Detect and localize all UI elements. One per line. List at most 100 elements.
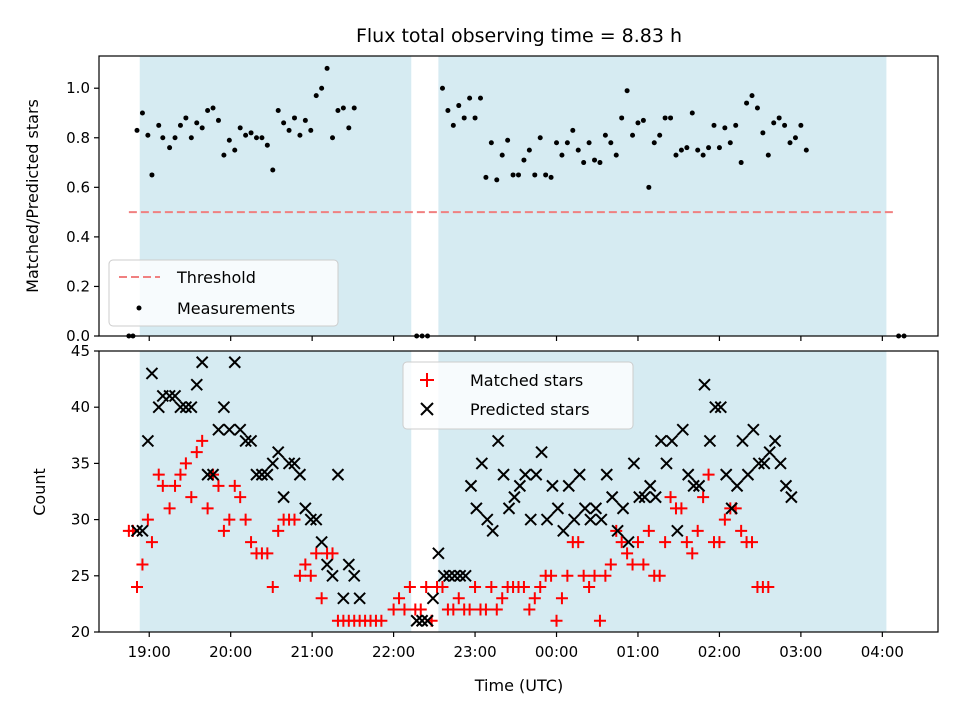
predicted-star-point xyxy=(255,468,269,481)
legend-threshold-label: Threshold xyxy=(176,268,256,287)
measurement-point xyxy=(253,135,259,141)
matched-star-point xyxy=(534,581,547,594)
measurement-point xyxy=(613,152,619,158)
measurement-point xyxy=(351,105,357,111)
measurement-point xyxy=(346,125,352,131)
matched-star-point xyxy=(746,536,759,549)
predicted-star-point xyxy=(464,479,478,493)
measurement-point xyxy=(483,174,489,180)
predicted-star-point xyxy=(551,502,565,515)
measurement-point xyxy=(678,147,684,153)
measurement-point xyxy=(319,85,325,91)
matched-star-point xyxy=(762,581,775,594)
legend-matched-label: Matched stars xyxy=(470,371,583,390)
matched-star-point xyxy=(599,569,612,582)
measurement-point xyxy=(488,140,494,146)
measurement-point xyxy=(602,132,608,138)
predicted-star-point xyxy=(223,423,236,436)
predicted-star-point xyxy=(681,468,695,481)
measurement-point xyxy=(673,152,679,158)
measurement-point xyxy=(771,120,777,126)
measurement-point xyxy=(145,132,151,138)
measurement-point xyxy=(494,177,500,183)
measurement-point xyxy=(635,120,641,126)
matched-star-point xyxy=(550,614,563,627)
predicted-star-point xyxy=(320,558,334,571)
predicted-star-point xyxy=(315,535,328,549)
y-tick-label: 30 xyxy=(71,511,90,529)
matched-star-point xyxy=(631,536,644,549)
matched-star-point xyxy=(393,592,406,605)
predicted-star-point xyxy=(331,468,345,481)
predicted-star-point xyxy=(730,479,744,493)
predicted-star-point xyxy=(774,457,787,470)
measurement-point xyxy=(754,105,760,111)
legend-measurements-swatch xyxy=(136,305,142,311)
matched-star-point xyxy=(201,502,214,515)
x-tick-label: 02:00 xyxy=(698,643,741,661)
predicted-star-point xyxy=(288,457,301,470)
measurement-point xyxy=(521,157,527,163)
predicted-star-point xyxy=(130,524,144,538)
matched-star-point xyxy=(141,513,154,526)
predicted-star-point xyxy=(448,569,461,583)
matched-star-point xyxy=(490,603,503,616)
y-tick-label: 20 xyxy=(71,623,90,641)
predicted-star-point xyxy=(535,445,548,459)
matched-star-point xyxy=(664,491,677,504)
measurement-point xyxy=(640,117,646,123)
measurement-point xyxy=(711,122,717,128)
predicted-star-point xyxy=(529,468,543,481)
predicted-star-point xyxy=(622,535,635,549)
x-tick-label: 04:00 xyxy=(861,643,904,661)
predicted-star-point xyxy=(459,569,472,583)
measurement-point xyxy=(765,152,771,158)
measurement-point xyxy=(259,135,265,141)
measurement-point xyxy=(526,147,532,153)
measurement-point xyxy=(149,172,155,178)
predicted-star-point xyxy=(589,502,603,515)
matched-star-point xyxy=(310,547,323,560)
top-panel: Flux total observing time = 8.83 h 0.00.… xyxy=(23,25,939,345)
matched-star-point xyxy=(686,547,699,560)
predicted-star-point xyxy=(752,457,766,470)
matched-star-point xyxy=(577,569,590,582)
predicted-star-point xyxy=(502,502,516,515)
matched-star-point xyxy=(272,524,285,537)
matched-star-point xyxy=(452,592,465,605)
predicted-star-point xyxy=(481,513,494,526)
matched-star-point xyxy=(420,581,433,594)
matched-star-point xyxy=(288,513,301,526)
matched-star-point xyxy=(545,569,558,582)
measurement-point xyxy=(749,93,755,99)
predicted-star-point xyxy=(342,558,356,571)
measurement-point xyxy=(510,172,516,178)
y-tick-label: 1.0 xyxy=(66,79,90,97)
predicted-star-point xyxy=(779,479,793,493)
predicted-star-point xyxy=(546,479,559,493)
matched-star-point xyxy=(615,536,628,549)
predicted-star-point xyxy=(185,400,198,414)
measurement-point xyxy=(167,145,173,151)
predicted-star-point xyxy=(136,524,149,538)
measurement-point xyxy=(286,127,292,133)
predicted-star-point xyxy=(497,468,510,481)
matched-star-point xyxy=(217,524,230,537)
predicted-star-point xyxy=(508,490,521,504)
predicted-star-point xyxy=(299,502,312,515)
matched-star-point xyxy=(131,581,144,594)
measurement-point xyxy=(445,108,451,114)
x-tick-label: 03:00 xyxy=(779,643,822,661)
predicted-star-point xyxy=(217,400,231,414)
matched-star-point xyxy=(403,581,416,594)
predicted-star-point xyxy=(168,389,182,403)
measurement-point xyxy=(646,184,652,190)
predicted-star-point xyxy=(353,592,366,605)
measurement-point xyxy=(232,147,238,153)
matched-star-point xyxy=(447,603,460,616)
x-tick-label: 00:00 xyxy=(535,643,578,661)
predicted-star-point xyxy=(567,513,581,526)
matched-star-point xyxy=(212,479,225,492)
measurement-point xyxy=(657,132,663,138)
